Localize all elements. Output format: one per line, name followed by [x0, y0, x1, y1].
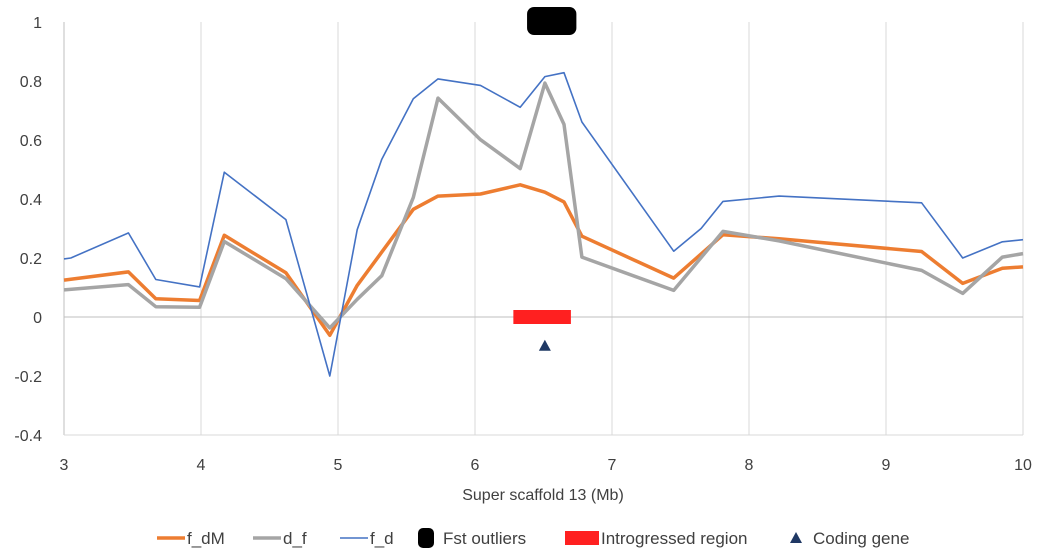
- x-tick-label: 6: [471, 457, 480, 474]
- legend-label: Coding gene: [813, 529, 909, 548]
- legend-item-coding-gene: Coding gene: [790, 529, 909, 548]
- legend-label: Fst outliers: [443, 529, 526, 548]
- series-line-f-d: [63, 71, 1024, 377]
- y-tick-label: 0.2: [20, 251, 42, 268]
- legend-swatch: [565, 531, 599, 545]
- y-tick-label: -0.2: [14, 369, 42, 386]
- legend-item-f-dm: f_dM: [157, 529, 225, 548]
- series-lines: [63, 71, 1024, 377]
- legend-item-fst-outliers: Fst outliers: [418, 528, 526, 548]
- series-line-f-dm: [63, 183, 1024, 338]
- tick-labels: 3 4 5 6 7 8 9 10 1 0.8 0.6 0.4 0.2 0 -0.2 -0.4: [14, 15, 1032, 474]
- grid-lines: [200, 22, 1024, 435]
- x-tick-label: 3: [60, 457, 69, 474]
- coding-gene-marker: [538, 339, 551, 351]
- x-tick-label: 7: [608, 457, 617, 474]
- y-tick-label: 0.4: [20, 192, 42, 209]
- series-line-d-f: [63, 81, 1024, 330]
- y-tick-label: 0: [33, 310, 42, 327]
- legend: f_dM d_f f_d Fst outliers Introgressed regio…: [157, 528, 909, 548]
- legend-label: f_dM: [187, 529, 225, 548]
- legend-item-f-d: f_d: [340, 529, 394, 548]
- introgressed-region-bar: [513, 310, 571, 324]
- x-tick-label: 8: [745, 457, 754, 474]
- x-tick-label: 9: [882, 457, 891, 474]
- legend-swatch: [790, 532, 802, 543]
- y-tick-label: 0.8: [20, 74, 42, 91]
- legend-label: f_d: [370, 529, 394, 548]
- x-tick-label: 4: [197, 457, 206, 474]
- legend-item-d-f: d_f: [253, 529, 307, 548]
- x-tick-label: 5: [334, 457, 343, 474]
- x-axis-title: Super scaffold 13 (Mb): [462, 487, 624, 504]
- legend-label: d_f: [283, 529, 307, 548]
- legend-item-introgressed-region: Introgressed region: [565, 529, 747, 548]
- y-tick-label: 0.6: [20, 133, 42, 150]
- region-markers: [513, 7, 577, 351]
- legend-swatch: [418, 528, 434, 548]
- y-tick-label: -0.4: [14, 428, 42, 445]
- legend-label: Introgressed region: [601, 529, 747, 548]
- fst-outliers-marker: [527, 7, 577, 35]
- y-tick-label: 1: [33, 15, 42, 32]
- x-tick-label: 10: [1014, 457, 1032, 474]
